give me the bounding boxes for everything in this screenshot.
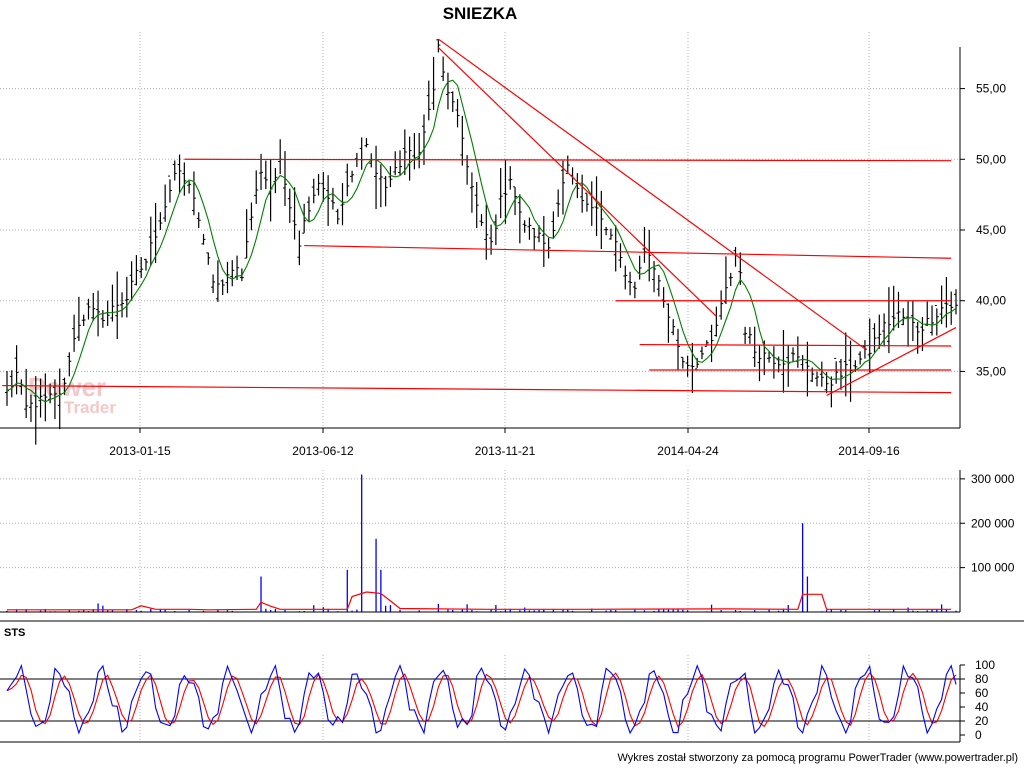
sts-tick-label: 20: [975, 714, 989, 728]
price-y-axis: 35,00 40,00 45,00 50,00 55,00: [0, 47, 1006, 429]
trend-line: [2, 384, 952, 394]
chart-title: SNIEZKA: [443, 4, 518, 23]
watermark-trader: Trader: [64, 398, 116, 417]
sts-d-line: [6, 672, 957, 728]
price-tick-label: 40,00: [976, 294, 1006, 308]
volume-panel: 100 000 200 000 300 000: [0, 470, 1024, 622]
price-tick-label: 35,00: [976, 364, 1006, 378]
date-tick-label: 2014-04-24: [657, 444, 719, 458]
sts-tick-label: 80: [975, 672, 989, 686]
volume-ma-line: [7, 591, 952, 611]
volume-grid: [0, 470, 960, 612]
trend-line: [437, 47, 717, 317]
volume-moving-average: [7, 591, 952, 611]
price-tick-label: 55,00: [976, 82, 1006, 96]
date-tick-label: 2013-01-15: [109, 444, 171, 458]
volume-y-axis: 100 000 200 000 300 000: [0, 470, 1024, 622]
volume-tick-label: 300 000: [971, 472, 1015, 486]
trend-lines: [2, 38, 957, 397]
sts-tick-label: 40: [975, 700, 989, 714]
price-moving-average: [6, 79, 957, 403]
price-ma-line: [6, 79, 957, 403]
sts-tick-label: 100: [975, 658, 995, 672]
price-grid: [0, 32, 960, 428]
sts-oscillator: [6, 663, 957, 735]
trend-line: [826, 327, 957, 397]
trend-line: [304, 244, 952, 259]
volume-tick-label: 200 000: [971, 516, 1015, 530]
sts-tick-label: 60: [975, 686, 989, 700]
date-x-axis: 2013-01-15 2013-06-12 2013-11-21 2014-04-24…: [109, 428, 900, 458]
sts-label: STS: [4, 627, 25, 639]
price-tick-label: 50,00: [976, 152, 1006, 166]
sts-grid: [0, 655, 960, 742]
price-bars: [5, 39, 958, 445]
date-tick-label: 2013-11-21: [475, 444, 536, 458]
trend-line: [438, 38, 866, 350]
trend-line: [184, 158, 952, 162]
volume-tick-label: 100 000: [971, 561, 1015, 575]
sts-tick-label: 0: [975, 728, 982, 742]
footer-credit: Wykres został stworzony za pomocą progra…: [617, 752, 1018, 764]
volume-bars: [6, 474, 957, 612]
sts-k-line: [6, 663, 957, 735]
price-tick-label: 45,00: [976, 223, 1006, 237]
trend-line: [639, 343, 952, 347]
date-tick-label: 2014-09-16: [838, 444, 900, 458]
date-tick-label: 2013-06-12: [292, 444, 354, 458]
